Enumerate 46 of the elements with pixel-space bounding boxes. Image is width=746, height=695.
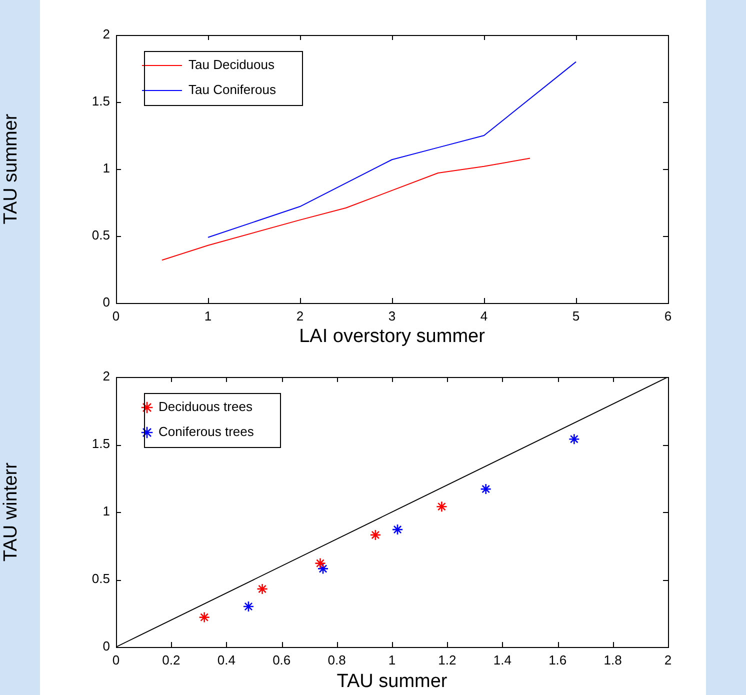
x-tick-label: 2 [664,652,672,668]
x-axis-title: TAU summer [336,670,448,692]
point [568,433,580,445]
x-tick-label: 1.2 [438,652,456,668]
point [392,524,404,536]
y-tick-label: 1 [102,160,110,176]
y-tick-label: 0 [102,294,110,310]
y-axis-title: TAU winterr [0,462,22,562]
x-tick-label: 0.4 [217,652,236,668]
x-tick-label: 1.4 [493,652,512,668]
point [198,612,210,623]
x-tick-label: 1 [204,308,212,324]
y-tick-label: 1 [102,504,110,519]
y-axis-title: TAU summer [0,113,22,224]
x-tick-label: 6 [664,308,672,324]
y-tick-label: 0 [102,638,110,654]
x-tick-label: 1.6 [548,652,567,668]
y-tick-label: 0.5 [92,571,110,586]
x-tick-label: 1.8 [604,652,622,668]
x-tick-label: 0.6 [272,652,291,668]
point [480,483,492,495]
x-tick-label: 5 [572,308,580,324]
y-tick-label: 1.5 [92,436,110,452]
legend-label: Tau Coniferous [188,82,276,98]
legend-label: Coniferous trees [158,424,254,440]
x-tick-label: 0 [112,308,120,324]
point [436,500,448,512]
x-tick-label: 0.8 [328,652,346,668]
x-tick-label: 0.2 [162,652,180,668]
x-tick-label: 1 [388,652,396,668]
legend-label: Deciduous trees [158,399,253,414]
point [314,558,326,569]
point [242,600,254,612]
y-tick-label: 2 [102,368,110,384]
y-tick-label: 0.5 [92,228,110,243]
x-tick-label: 4 [480,308,488,324]
x-tick-label: 0 [112,652,120,668]
x-axis-title: LAI overstory summer [299,326,486,347]
legend-label: Tau Deciduous [188,57,275,72]
x-tick-label: 2 [296,308,304,324]
point [370,529,382,541]
y-tick-label: 1.5 [92,94,110,109]
y-tick-label: 2 [102,26,110,42]
point [256,583,268,595]
point [317,563,329,574]
x-tick-label: 3 [388,308,396,324]
